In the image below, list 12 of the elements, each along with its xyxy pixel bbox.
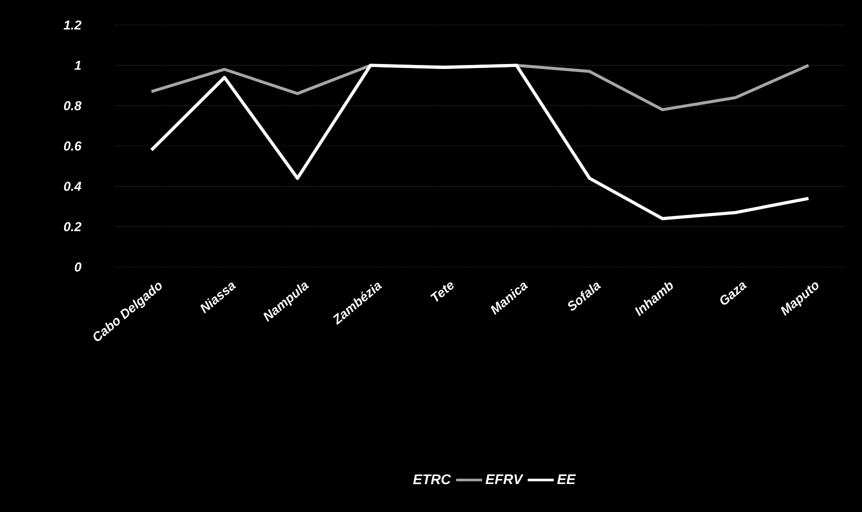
- y-tick-label: 1: [74, 60, 81, 70]
- text: ETRC: [413, 474, 452, 484]
- y-tick-label: 0.6: [64, 141, 82, 151]
- y-tick-label: 1.2: [64, 20, 82, 30]
- y-tick-label: 0.4: [64, 182, 82, 191]
- y-tick-label: 0.2: [64, 222, 82, 232]
- x-tick-label: Tete: [430, 282, 454, 302]
- legend-label: EE: [557, 474, 576, 484]
- legend-label: EFRV: [486, 474, 524, 484]
- y-tick-label: 0.8: [64, 101, 82, 110]
- line-series: [150, 64, 810, 220]
- y-tick-label: 0: [74, 262, 82, 272]
